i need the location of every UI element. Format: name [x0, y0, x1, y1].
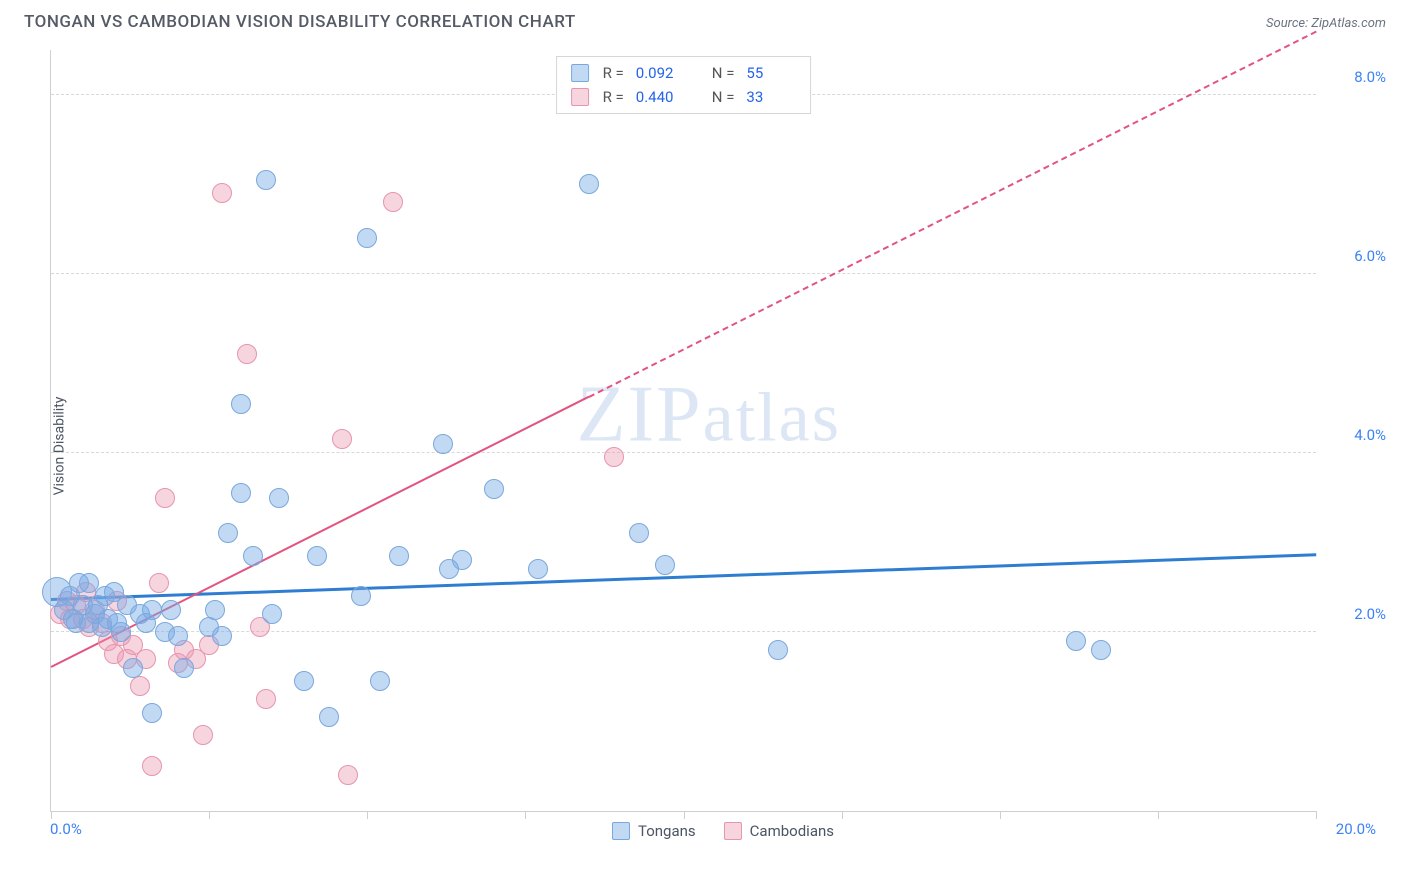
scatter-point-cambodians [332, 429, 352, 449]
x-axis-max-label: 20.0% [1336, 820, 1376, 838]
legend-correlation-row: R = 0.440 N = 33 [571, 85, 797, 109]
scatter-point-tongans [262, 604, 282, 624]
x-axis-min-label: 0.0% [50, 820, 82, 838]
scatter-point-cambodians [149, 573, 169, 593]
x-tick [1316, 811, 1317, 819]
regression-line-cambodians [51, 396, 590, 668]
legend-swatch [612, 822, 630, 840]
r-value: 0.092 [636, 61, 686, 85]
n-label: N = [712, 61, 735, 85]
scatter-point-tongans [351, 586, 371, 606]
scatter-point-cambodians [383, 192, 403, 212]
n-value: 55 [746, 61, 796, 85]
legend-swatch [571, 88, 589, 106]
scatter-point-tongans [168, 626, 188, 646]
gridline [51, 631, 1316, 632]
scatter-point-tongans [389, 546, 409, 566]
scatter-point-tongans [231, 483, 251, 503]
r-label: R = [603, 61, 624, 85]
legend-series-label: Cambodians [750, 822, 834, 840]
scatter-point-cambodians [212, 183, 232, 203]
scatter-point-cambodians [604, 447, 624, 467]
r-value: 0.440 [636, 85, 686, 109]
scatter-point-tongans [1091, 640, 1111, 660]
chart-area: ZIPatlas R =0.092N =55R =0.440N =33 2.0%… [50, 50, 1396, 842]
scatter-point-tongans [142, 600, 162, 620]
scatter-point-tongans [174, 658, 194, 678]
x-tick [684, 811, 685, 819]
scatter-point-tongans [655, 555, 675, 575]
legend-correlation-row: R = 0.092 N = 55 [571, 61, 797, 85]
scatter-point-tongans [768, 640, 788, 660]
scatter-point-tongans [231, 394, 251, 414]
legend-swatch [571, 64, 589, 82]
scatter-point-tongans [243, 546, 263, 566]
scatter-point-cambodians [142, 756, 162, 776]
scatter-point-tongans [95, 586, 115, 606]
x-tick [842, 811, 843, 819]
scatter-point-tongans [307, 546, 327, 566]
scatter-point-tongans [269, 488, 289, 508]
r-label: R = [603, 85, 624, 109]
x-tick [367, 811, 368, 819]
scatter-point-tongans [629, 523, 649, 543]
scatter-point-tongans [484, 479, 504, 499]
scatter-point-tongans [212, 626, 232, 646]
scatter-point-tongans [107, 613, 127, 633]
scatter-point-tongans [357, 228, 377, 248]
scatter-point-tongans [370, 671, 390, 691]
scatter-point-tongans [528, 559, 548, 579]
scatter-point-tongans [452, 550, 472, 570]
legend-correlation-box: R = 0.092 N = 55 R = 0.440 N = 33 [556, 56, 812, 114]
scatter-point-tongans [433, 434, 453, 454]
scatter-point-cambodians [155, 488, 175, 508]
scatter-point-tongans [1066, 631, 1086, 651]
scatter-point-tongans [579, 174, 599, 194]
gridline [51, 273, 1316, 274]
legend-series-item: Tongans [612, 822, 696, 840]
x-tick [525, 811, 526, 819]
y-tick-label: 2.0% [1326, 605, 1386, 623]
y-tick-label: 6.0% [1326, 247, 1386, 265]
y-tick-label: 4.0% [1326, 426, 1386, 444]
x-tick [1000, 811, 1001, 819]
scatter-point-tongans [161, 600, 181, 620]
scatter-point-tongans [218, 523, 238, 543]
y-tick-label: 8.0% [1326, 68, 1386, 86]
source-attribution: Source: ZipAtlas.com [1266, 16, 1386, 31]
scatter-point-cambodians [338, 765, 358, 785]
x-tick [51, 811, 52, 819]
legend-series: Tongans Cambodians [612, 822, 834, 840]
scatter-point-tongans [256, 170, 276, 190]
scatter-point-tongans [123, 658, 143, 678]
n-value: 33 [746, 85, 796, 109]
legend-series-item: Cambodians [724, 822, 834, 840]
scatter-point-tongans [142, 703, 162, 723]
scatter-point-tongans [319, 707, 339, 727]
x-tick [209, 811, 210, 819]
regression-line-tongans [51, 553, 1316, 601]
scatter-point-tongans [205, 600, 225, 620]
legend-series-label: Tongans [638, 822, 696, 840]
scatter-point-cambodians [237, 344, 257, 364]
x-tick [1158, 811, 1159, 819]
scatter-point-cambodians [130, 676, 150, 696]
scatter-point-tongans [294, 671, 314, 691]
scatter-point-cambodians [193, 725, 213, 745]
gridline [51, 452, 1316, 453]
scatter-point-tongans [69, 573, 89, 593]
n-label: N = [712, 85, 735, 109]
plot-region: ZIPatlas R =0.092N =55R =0.440N =33 2.0%… [50, 50, 1316, 812]
scatter-point-tongans [63, 609, 83, 629]
scatter-point-cambodians [256, 689, 276, 709]
chart-title: TONGAN VS CAMBODIAN VISION DISABILITY CO… [24, 12, 576, 32]
legend-swatch [724, 822, 742, 840]
